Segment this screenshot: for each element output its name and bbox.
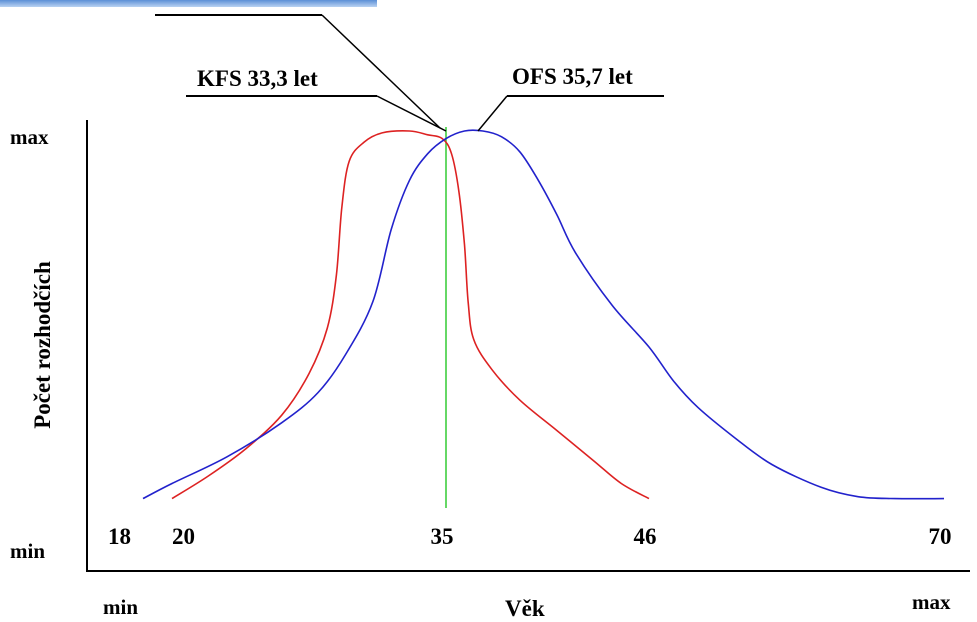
series-line-ofs (142, 129, 945, 500)
kfs-callout-leader (376, 95, 447, 132)
x-tick-label-70: 70 (929, 524, 952, 549)
x-tick-label-20: 20 (172, 524, 195, 549)
x-tick-label-18: 18 (108, 524, 131, 549)
x-axis-title: Věk (505, 596, 545, 621)
kfs-annotation: KFS 33,3 let (197, 66, 318, 91)
ofs-callout-leader (477, 95, 508, 132)
top-callout-leader (321, 14, 441, 129)
series-line-kfs (171, 130, 650, 500)
x-axis-max-label: max (912, 590, 951, 614)
top-gradient-strip (0, 0, 377, 7)
x-tick-label-46: 46 (634, 524, 657, 549)
x-tick-label-35: 35 (431, 524, 454, 549)
y-axis-max-label: max (10, 125, 49, 149)
x-axis-min-label: min (103, 595, 138, 619)
ofs-annotation: OFS 35,7 let (512, 64, 633, 89)
y-axis-min-label: min (10, 539, 45, 563)
y-axis-title: Počet rozhodčích (30, 261, 55, 429)
